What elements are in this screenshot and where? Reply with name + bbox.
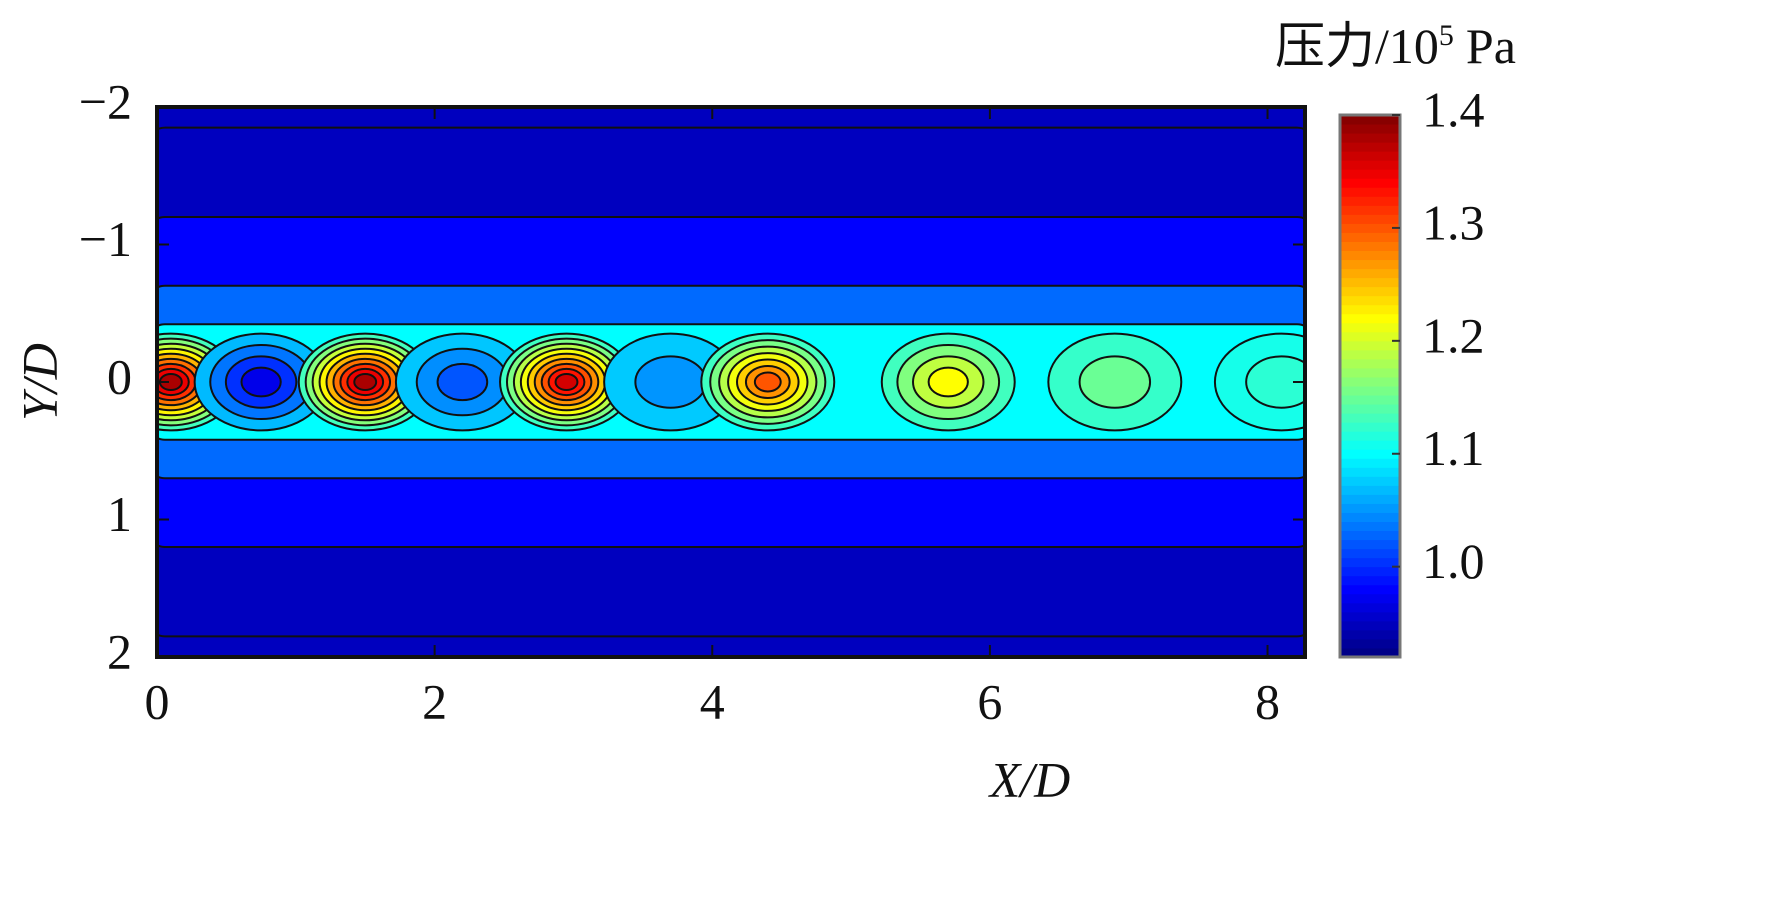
- colorbar-swatch: [1340, 187, 1400, 197]
- x-axis-label: X/D: [988, 751, 1071, 807]
- colorbar-swatch: [1340, 431, 1400, 441]
- colorbar-swatch: [1340, 277, 1400, 288]
- colorbar-swatch: [1340, 349, 1400, 360]
- colorbar-swatch: [1340, 530, 1400, 541]
- contour-ring: [554, 372, 579, 392]
- colorbar-swatch: [1340, 376, 1400, 387]
- colorbar-tick-label: 1.3: [1422, 194, 1485, 250]
- y-tick-label: −1: [79, 211, 132, 267]
- colorbar-swatch: [1340, 367, 1400, 378]
- colorbar-tick-label: 1.2: [1422, 307, 1485, 363]
- y-tick-label: −2: [79, 73, 132, 129]
- colorbar-label-unit: Pa: [1466, 18, 1516, 74]
- colorbar-swatch: [1340, 313, 1400, 324]
- colorbar-swatch: [1340, 340, 1400, 351]
- colorbar-swatch: [1340, 223, 1400, 233]
- contour-ring: [1245, 355, 1305, 409]
- colorbar-swatch: [1340, 584, 1400, 595]
- colorbar-swatch: [1340, 449, 1400, 459]
- colorbar-swatch: [1340, 196, 1400, 206]
- colorbar-swatch: [1340, 629, 1400, 640]
- colorbar-swatch: [1340, 241, 1400, 251]
- colorbar-swatch: [1340, 259, 1400, 270]
- colorbar-swatch: [1340, 295, 1400, 306]
- colorbar-swatch: [1340, 413, 1400, 423]
- colorbar-swatch: [1340, 133, 1400, 143]
- x-tick-label: 0: [145, 673, 170, 729]
- colorbar-swatch: [1340, 593, 1400, 604]
- colorbar-swatch: [1340, 422, 1400, 432]
- colorbar-swatch: [1340, 386, 1400, 396]
- colorbar-swatch: [1340, 331, 1400, 342]
- colorbar-tick-label: 1.0: [1422, 533, 1485, 589]
- x-tick-label: 8: [1255, 673, 1280, 729]
- colorbar-swatch: [1340, 620, 1400, 631]
- colorbar-swatch: [1340, 304, 1400, 315]
- x-tick-label: 6: [977, 673, 1002, 729]
- colorbar-swatch: [1340, 512, 1400, 522]
- colorbar-swatch: [1340, 458, 1400, 468]
- colorbar-swatch: [1340, 494, 1400, 504]
- colorbar-swatch: [1340, 214, 1400, 224]
- colorbar-tick-label: 1.4: [1422, 81, 1485, 137]
- colorbar-swatch: [1340, 205, 1400, 215]
- y-axis-label: Y/D: [11, 343, 67, 421]
- contour-ring: [353, 372, 378, 392]
- x-tick-label: 4: [700, 673, 725, 729]
- colorbar-swatch: [1340, 115, 1400, 125]
- colorbar-swatch: [1340, 151, 1400, 161]
- colorbar-swatch: [1340, 286, 1400, 297]
- colorbar-swatch: [1340, 404, 1400, 414]
- colorbar-swatch: [1340, 178, 1400, 188]
- colorbar-swatch: [1340, 557, 1400, 568]
- contour-ring: [753, 371, 782, 393]
- colorbar-swatch: [1340, 566, 1400, 577]
- colorbar-swatch: [1340, 232, 1400, 242]
- contour-ring: [436, 362, 489, 402]
- colorbar-swatch: [1340, 467, 1400, 477]
- colorbar-swatch: [1340, 169, 1400, 179]
- colorbar-swatch: [1340, 602, 1400, 613]
- colorbar-swatch: [1340, 503, 1400, 513]
- colorbar-label-text: 压力/10: [1275, 18, 1439, 74]
- colorbar-swatch: [1340, 476, 1400, 486]
- colorbar-swatch: [1340, 322, 1400, 333]
- colorbar-swatch: [1340, 638, 1400, 649]
- colorbar-frame: [1338, 113, 1402, 659]
- colorbar-swatch: [1340, 395, 1400, 405]
- contour-ring: [927, 366, 969, 398]
- colorbar-swatch: [1340, 575, 1400, 586]
- colorbar-swatch: [1340, 485, 1400, 495]
- y-tick-label: 0: [107, 348, 132, 404]
- colorbar-swatch: [1340, 440, 1400, 450]
- colorbar-swatch: [1340, 521, 1400, 532]
- colorbar-swatch: [1340, 539, 1400, 550]
- colorbar-label: 压力/105 Pa: [1275, 18, 1516, 74]
- colorbar-swatch: [1340, 142, 1400, 152]
- colorbar-swatch: [1340, 124, 1400, 134]
- contour-ring: [634, 355, 707, 409]
- colorbar-swatch: [1340, 611, 1400, 622]
- colorbar-swatch: [1340, 548, 1400, 559]
- x-tick-label: 2: [422, 673, 447, 729]
- contour-field: [157, 107, 1305, 657]
- contour-ring: [1078, 355, 1152, 409]
- y-tick-label: 1: [107, 486, 132, 542]
- contour-ring: [240, 366, 282, 398]
- colorbar-swatch: [1340, 358, 1400, 369]
- colorbar-tick-label: 1.1: [1422, 420, 1485, 476]
- colorbar-swatch: [1340, 250, 1400, 261]
- colorbar-label-exponent: 5: [1439, 19, 1454, 52]
- colorbar-swatch: [1340, 160, 1400, 170]
- colorbar-swatch: [1340, 647, 1400, 658]
- colorbar-swatch: [1340, 268, 1400, 279]
- y-tick-label: 2: [107, 623, 132, 679]
